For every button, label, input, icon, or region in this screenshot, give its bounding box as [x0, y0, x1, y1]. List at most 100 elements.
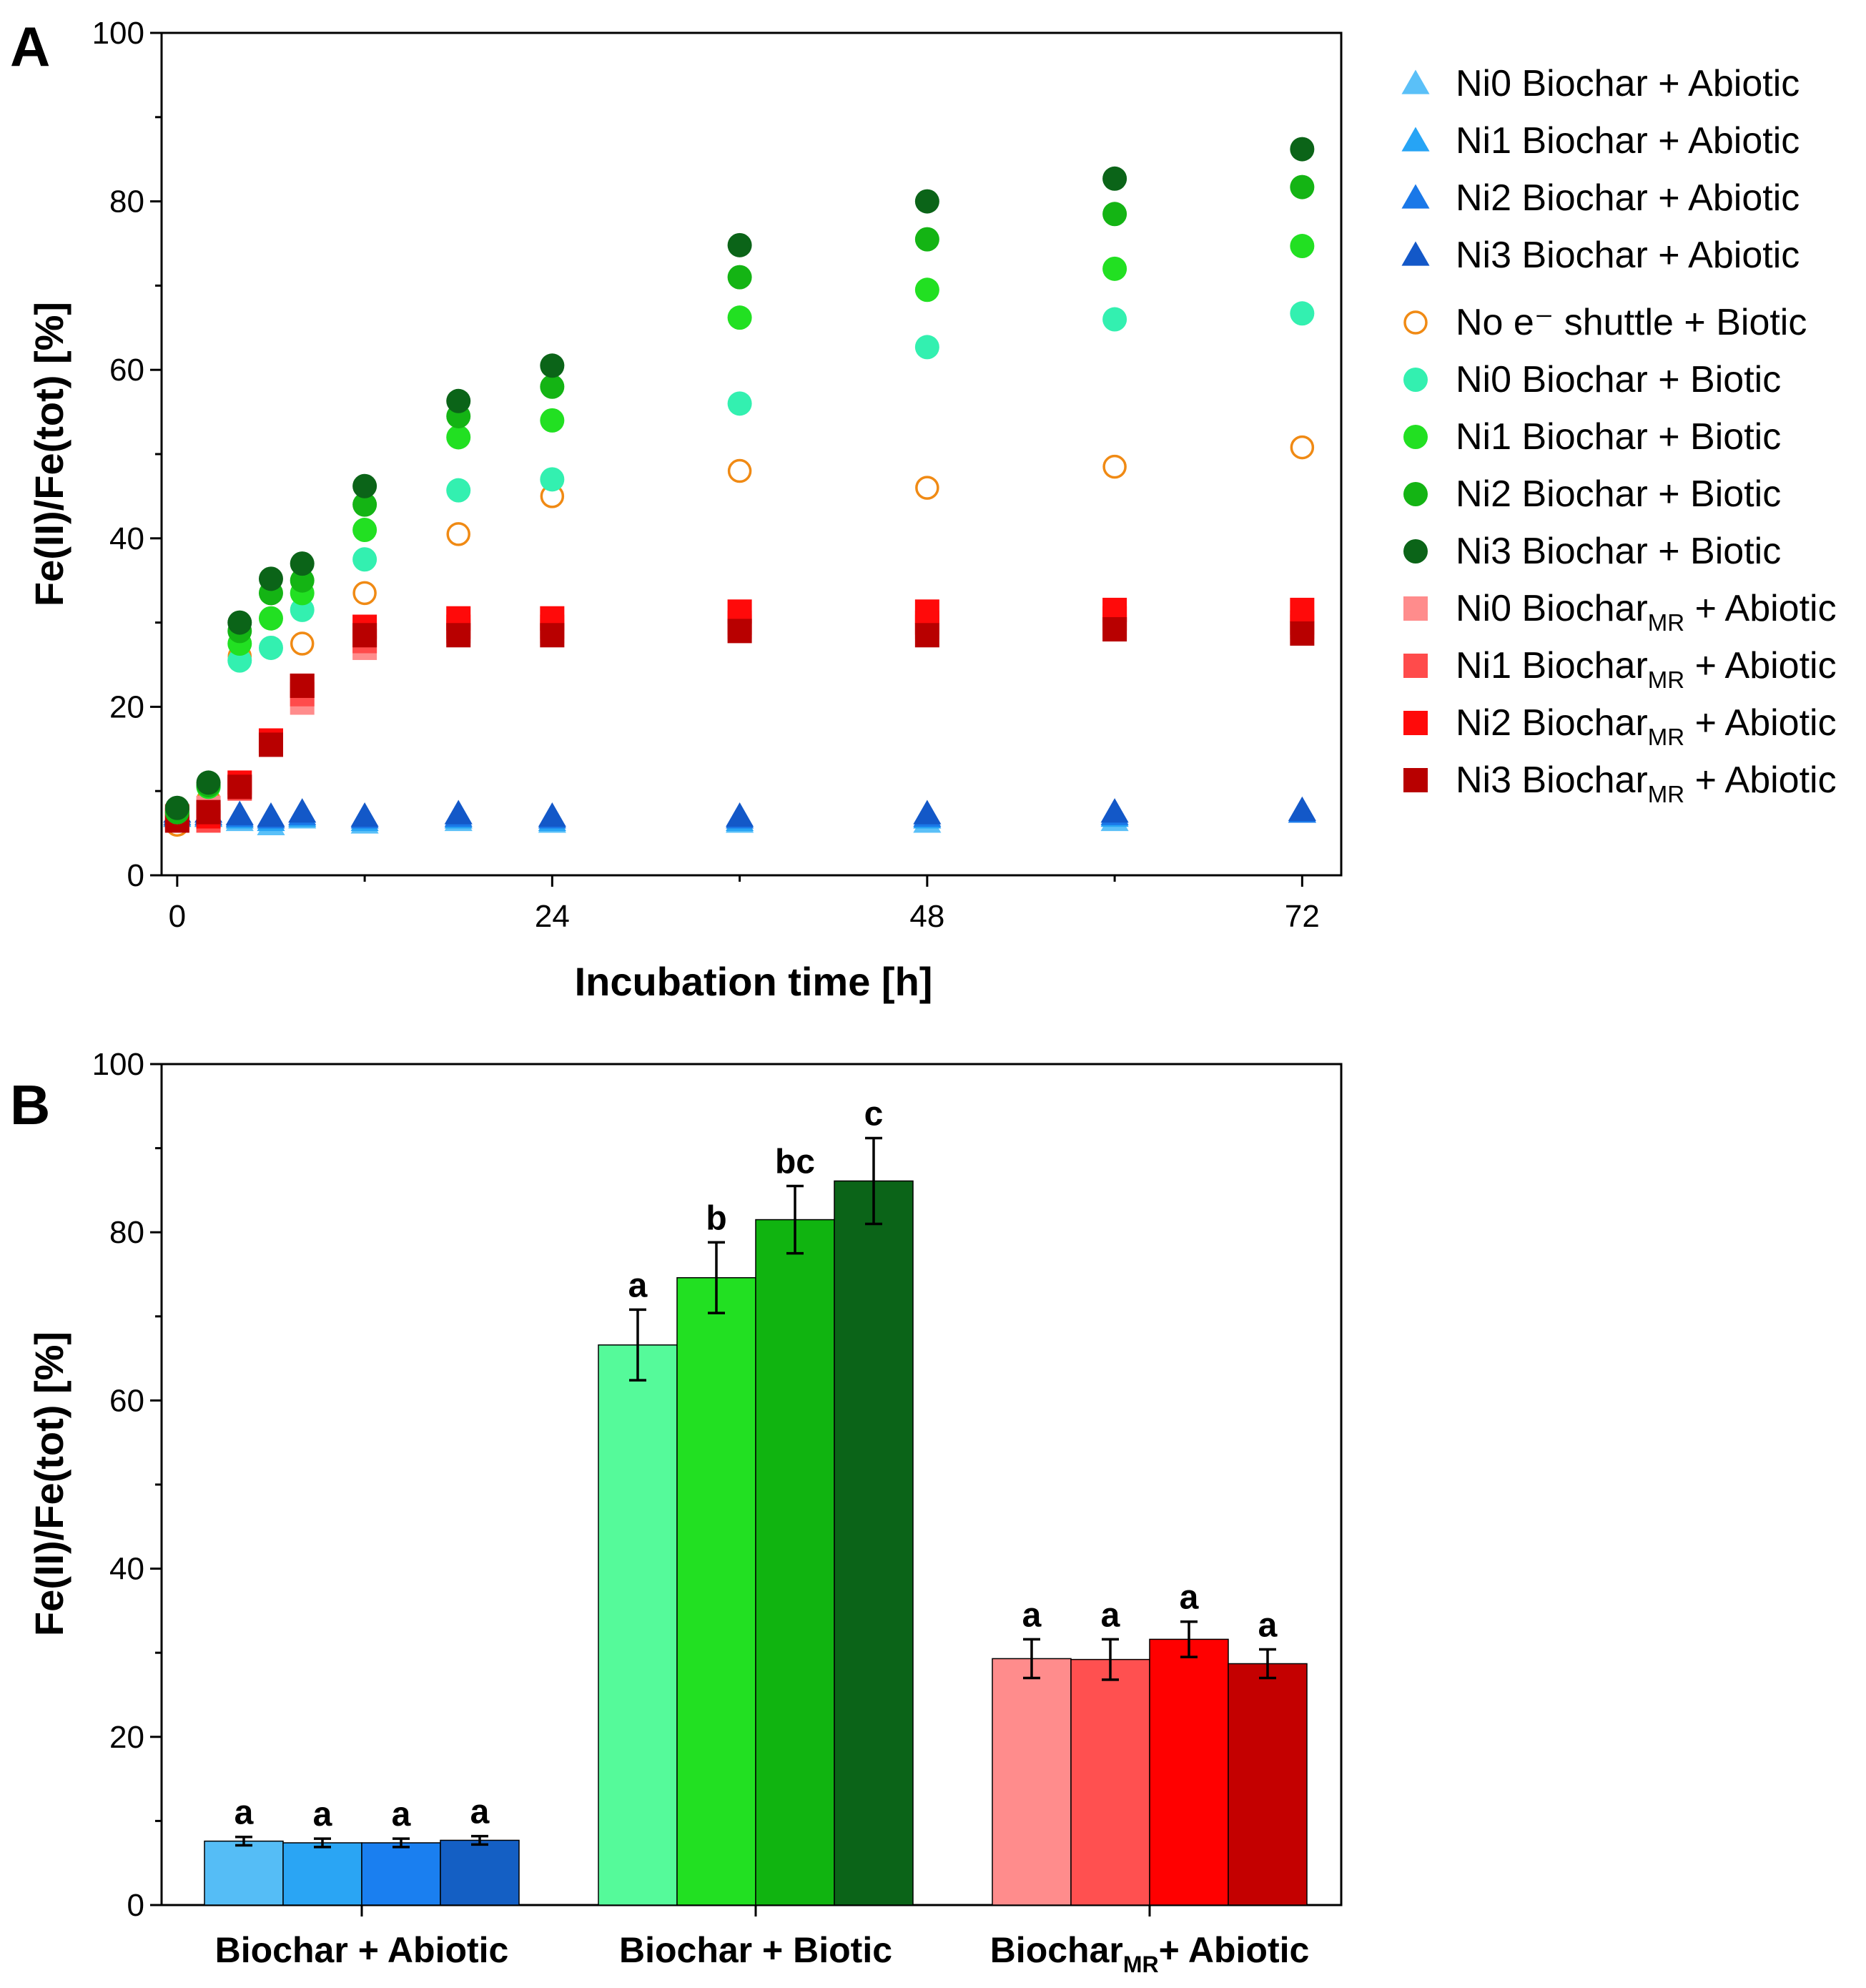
- legend-label-suffix: + Abiotic: [1684, 588, 1836, 629]
- legend-label-suffix: + Abiotic: [1684, 645, 1836, 687]
- legend-marker: [1401, 241, 1430, 266]
- category-label-suffix: + Abiotic: [1159, 1930, 1310, 1970]
- bar-group-2: a a aa: [992, 1579, 1308, 1906]
- data-point: [352, 473, 377, 498]
- legend-label: Ni1 Biochar + Abiotic: [1456, 120, 1800, 162]
- y-tick-label-b: 40: [109, 1552, 144, 1587]
- plot-a-points: [163, 137, 1316, 837]
- y-tick-label-b: 20: [109, 1720, 144, 1755]
- x-tick-label-a: 0: [169, 899, 186, 934]
- legend-item: Ni3 Biochar + Abiotic: [1401, 235, 1800, 276]
- y-tick-label-b: 80: [109, 1215, 144, 1250]
- y-tick-label-b: 100: [92, 1047, 144, 1082]
- data-point: [727, 619, 752, 644]
- panel-b: B 0 20 40 60 80 100 Fe(II)/Fe(tot) [%] a a a a a b…: [10, 1047, 1343, 1977]
- series-abiotic-3: [163, 796, 1316, 827]
- data-point: [726, 802, 754, 827]
- data-point: [352, 623, 377, 648]
- bar: [676, 1276, 756, 1906]
- category-label-sub: MR: [1123, 1952, 1159, 1977]
- significance-letter: a: [1180, 1579, 1199, 1617]
- category-label: Biochar + Abiotic: [215, 1930, 509, 1970]
- data-point: [257, 802, 285, 827]
- data-point: [1102, 617, 1127, 642]
- legend-item: Ni1 Biochar + Biotic: [1403, 416, 1781, 458]
- data-point: [914, 227, 939, 252]
- legend-label: No e⁻ shuttle + Biotic: [1456, 302, 1807, 343]
- category-label-main: Biochar + Abiotic: [215, 1930, 509, 1970]
- data-point: [290, 631, 315, 656]
- series-biotic-2: [164, 174, 1315, 825]
- data-point: [1102, 307, 1127, 332]
- y-axis-label-b: Fe(II)/Fe(tot) [%]: [26, 1332, 71, 1636]
- legend-marker: [1401, 69, 1430, 94]
- plot-a-frame: [160, 31, 1343, 877]
- data-point: [164, 795, 189, 820]
- data-point: [1102, 202, 1127, 227]
- bar: [1149, 1638, 1229, 1906]
- legend-label: Ni2 BiocharMR + Abiotic: [1456, 702, 1837, 750]
- legend-marker: [1401, 184, 1430, 209]
- data-point: [1100, 798, 1129, 823]
- data-point: [444, 799, 473, 825]
- data-point: [352, 492, 377, 517]
- data-point: [446, 425, 471, 450]
- data-point: [915, 476, 939, 500]
- x-axis-a: 0 24 48 72: [169, 875, 1320, 934]
- panel-a-label: A: [10, 15, 50, 78]
- x-tick-label-a: 24: [535, 899, 570, 934]
- legend-label-sub: MR: [1648, 781, 1684, 807]
- legend-label: Ni2 Biochar + Biotic: [1456, 473, 1781, 515]
- legend-label-main: Ni3 Biochar: [1456, 759, 1648, 801]
- legend-label: Ni3 BiocharMR + Abiotic: [1456, 759, 1837, 807]
- panel-b-label: B: [10, 1073, 50, 1136]
- legend-marker: [1403, 368, 1428, 392]
- data-point: [1102, 166, 1127, 191]
- significance-letter: a: [1101, 1596, 1120, 1634]
- significance-letter: a: [1022, 1596, 1042, 1634]
- data-point: [258, 635, 283, 660]
- legend-label: Ni1 Biochar + Biotic: [1456, 416, 1781, 458]
- legend-item: Ni3 BiocharMR + Abiotic: [1403, 759, 1837, 807]
- data-point: [446, 522, 470, 546]
- legend-marker: [1403, 768, 1428, 792]
- x-tick-label-a: 48: [909, 899, 944, 934]
- legend-item: Ni2 Biochar + Abiotic: [1401, 177, 1800, 219]
- data-point: [196, 770, 221, 795]
- legend-label: Ni0 Biochar + Biotic: [1456, 359, 1781, 400]
- data-point: [1102, 454, 1127, 479]
- data-point: [540, 467, 565, 492]
- y-axis-label-a: Fe(II)/Fe(tot) [%]: [26, 302, 71, 606]
- data-point: [540, 408, 565, 433]
- x-axis-label-a: Incubation time [h]: [575, 959, 933, 1004]
- significance-letter: bc: [775, 1143, 815, 1181]
- y-axis-a: 0 20 40 60 80 100: [92, 16, 162, 893]
- data-point: [914, 189, 939, 214]
- data-point: [914, 623, 939, 648]
- category-label: BiocharMR+ Abiotic: [990, 1930, 1310, 1977]
- legend-marker: [1403, 711, 1428, 735]
- legend-a: Ni0 Biochar + Abiotic Ni1 Biochar + Abiot…: [1401, 63, 1837, 807]
- data-point: [1290, 174, 1315, 200]
- significance-letter: a: [235, 1794, 254, 1832]
- data-point: [727, 391, 752, 416]
- legend-label: Ni3 Biochar + Abiotic: [1456, 235, 1800, 276]
- data-point: [225, 800, 254, 825]
- legend-item: Ni1 Biochar + Abiotic: [1401, 120, 1800, 162]
- bar: [204, 1840, 284, 1906]
- significance-letter: a: [392, 1796, 411, 1834]
- legend-label-main: Ni1 Biochar: [1456, 645, 1648, 687]
- data-point: [540, 374, 565, 399]
- bar: [282, 1842, 362, 1906]
- legend-marker: [1403, 596, 1428, 621]
- bar: [834, 1180, 914, 1906]
- y-tick-label-a: 60: [109, 353, 144, 388]
- panel-a: A 0 20 40 60 80 100 0 24 48 72 Incubation time […: [10, 15, 1837, 1004]
- legend-item: Ni1 BiocharMR + Abiotic: [1403, 645, 1837, 693]
- data-point: [1290, 234, 1315, 259]
- data-point: [290, 568, 315, 593]
- data-point: [227, 774, 252, 799]
- data-point: [352, 547, 377, 572]
- data-point: [914, 277, 939, 302]
